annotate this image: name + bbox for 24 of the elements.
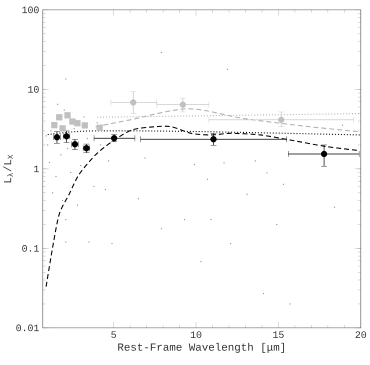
point	[51, 122, 58, 128]
point	[74, 120, 81, 126]
y-tick-label: 10	[28, 86, 39, 93]
line-series	[94, 108, 360, 132]
y-tick-label: 1	[34, 165, 39, 172]
point	[96, 124, 103, 131]
y-tick-label: 100	[22, 6, 39, 14]
y-axis-title: L$_{λ}$/L$_{X}$	[3, 154, 13, 182]
point	[64, 112, 71, 118]
x-axis-title: Rest-Frame Wavelength [μm]	[118, 342, 284, 353]
x-tick-label: 5	[111, 331, 116, 338]
y-tick-label: 0.01	[16, 324, 39, 332]
point	[56, 114, 62, 120]
point	[320, 150, 328, 157]
point	[210, 136, 217, 142]
point	[82, 122, 88, 128]
x-tick-label: 20	[356, 331, 366, 338]
y-tick-label: 0.1	[22, 244, 39, 252]
point	[130, 99, 136, 106]
x-tick-label: 15	[273, 331, 284, 338]
point	[278, 116, 284, 123]
point	[180, 101, 186, 108]
point	[59, 125, 66, 132]
x-tick-label: 10	[190, 331, 202, 338]
